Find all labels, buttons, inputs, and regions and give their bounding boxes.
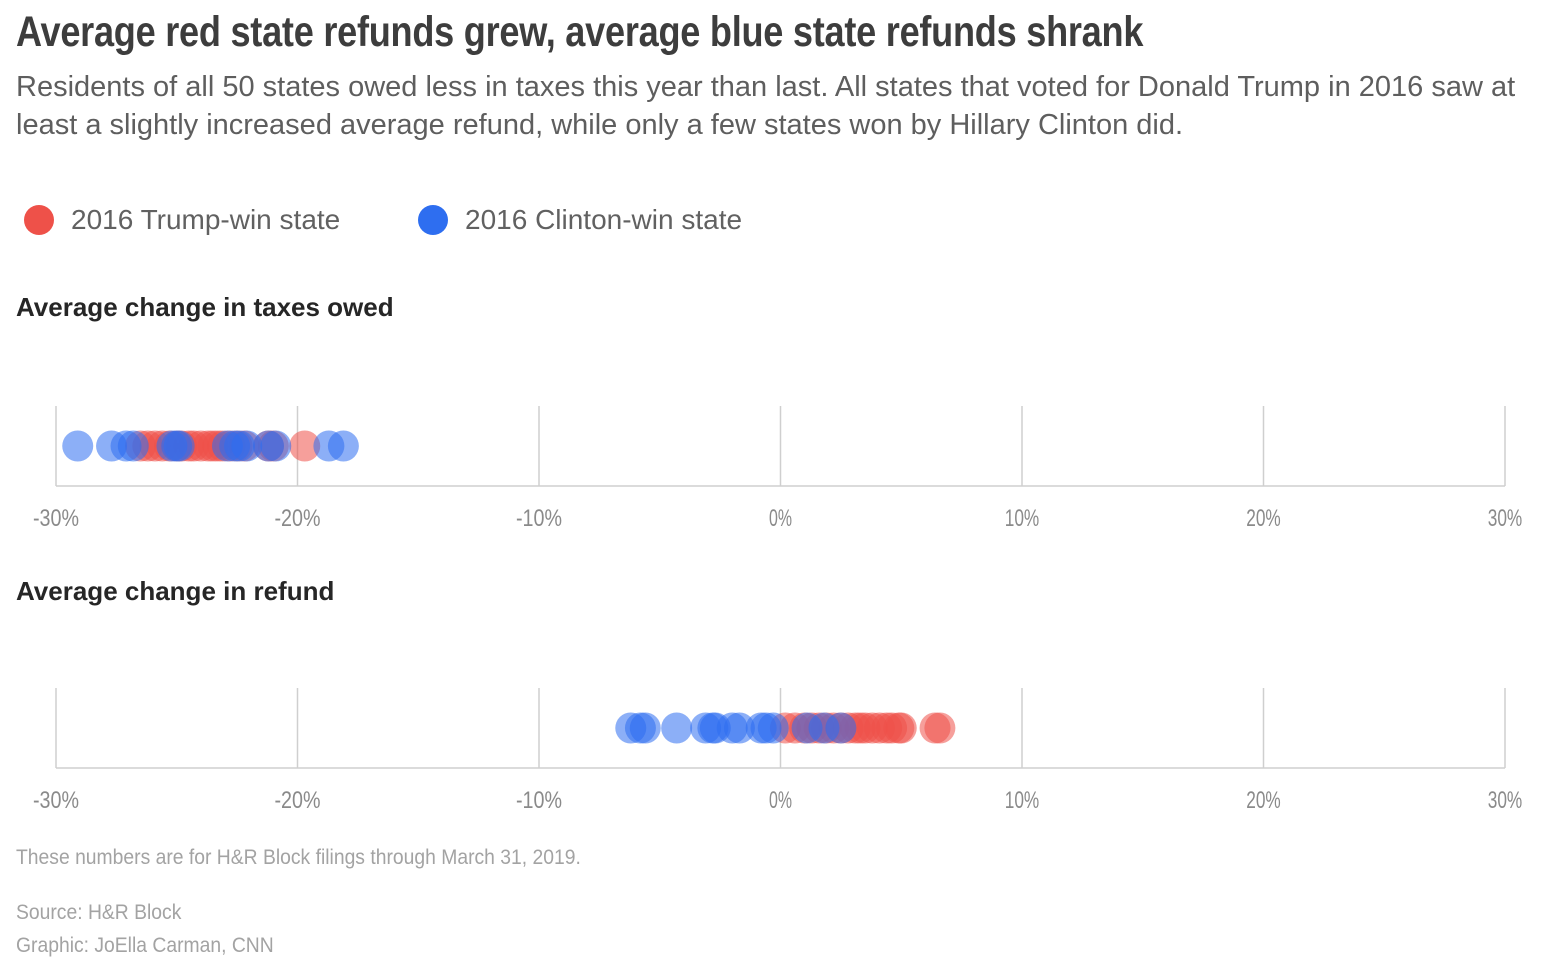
x-tick-label: 10% [1005,505,1040,532]
footnote: These numbers are for H&R Block filings … [16,846,581,870]
clinton-state-point [118,431,149,462]
clinton-state-point [164,431,195,462]
legend-clinton-marker [418,205,448,235]
x-tick-label: -30% [33,505,79,532]
x-tick-label: 30% [1488,505,1523,532]
credit-note: Graphic: JoElla Carman, CNN [16,934,274,958]
clinton-state-point [758,713,789,744]
taxes-owed-chart-title: Average change in taxes owed [16,292,394,323]
clinton-state-point [630,713,661,744]
clinton-state-point [328,431,359,462]
x-tick-label: 30% [1488,787,1523,814]
trump-state-point [924,713,955,744]
x-tick-label: -20% [275,787,321,814]
taxes-owed-strip-plot: -30% -20% -10% 0% 10% 20% 30% [0,390,1562,550]
x-tick-label: -10% [516,505,562,532]
trump-state-point [886,713,917,744]
clinton-state-point [661,713,692,744]
x-tick-label: -30% [33,787,79,814]
x-tick-label: 20% [1246,787,1281,814]
x-tick-label: 0% [769,787,792,814]
chart-title: Average red state refunds grew, average … [16,8,1143,57]
source-note: Source: H&R Block [16,901,181,925]
clinton-state-point [62,431,93,462]
clinton-state-point [825,713,856,744]
legend-clinton-label: 2016 Clinton-win state [465,204,742,236]
chart-subtitle: Residents of all 50 states owed less in … [16,68,1536,144]
clinton-state-point [260,431,291,462]
x-tick-label: -10% [516,787,562,814]
x-tick-label: 10% [1005,787,1040,814]
refund-strip-plot: -30% -20% -10% 0% 10% 20% 30% [0,672,1562,832]
legend-trump-marker [24,205,54,235]
x-tick-label: 0% [769,505,792,532]
x-tick-label: 20% [1246,505,1281,532]
refund-chart-title: Average change in refund [16,576,334,607]
legend-trump-label: 2016 Trump-win state [71,204,340,236]
x-tick-label: -20% [275,505,321,532]
